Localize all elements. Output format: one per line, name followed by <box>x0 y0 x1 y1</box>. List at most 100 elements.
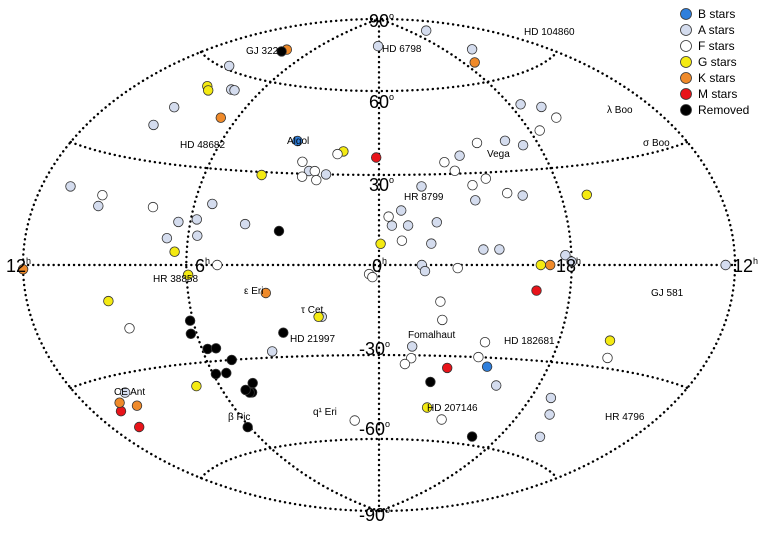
legend-item-g-stars: G stars <box>680 55 737 69</box>
removed-star <box>240 384 251 396</box>
a-star <box>431 217 443 228</box>
m-star <box>371 152 382 163</box>
a-star <box>386 220 398 231</box>
a-star <box>267 346 278 357</box>
a-star <box>517 190 528 201</box>
m-star <box>133 421 145 433</box>
label-gj322: GJ 322 <box>246 46 279 57</box>
a-star <box>192 230 203 241</box>
dec-label-90: 90o <box>369 11 394 31</box>
f-star <box>309 165 321 177</box>
label-hr8799: HR 8799 <box>404 192 444 203</box>
a-star <box>65 181 76 192</box>
legend-label-removed: Removed <box>698 103 749 117</box>
a-star <box>402 220 414 231</box>
removed-star <box>210 368 222 380</box>
f-star <box>471 137 483 149</box>
legend-label-b: B stars <box>698 7 735 21</box>
label-hd48682: HD 48682 <box>180 140 225 151</box>
label-hr4796: HR 4796 <box>605 412 645 423</box>
label-hd182681: HD 182681 <box>504 336 555 347</box>
dec-label-minus-60: -60o <box>359 419 390 439</box>
label-hd6798: HD 6798 <box>382 44 422 55</box>
k-star <box>469 57 480 68</box>
meridian-ra-6h <box>185 17 381 513</box>
f-star <box>551 112 562 123</box>
removed-star <box>276 46 287 57</box>
f-star <box>297 156 308 168</box>
removed-star <box>185 328 197 340</box>
meridian-ra-18h <box>377 17 573 513</box>
f-star <box>449 165 461 177</box>
legend-swatch-b <box>680 8 692 20</box>
g-star <box>202 85 214 96</box>
a-star <box>223 60 235 72</box>
f-star <box>367 271 378 283</box>
f-star <box>479 337 491 348</box>
parallel-dec-minus-30 <box>69 353 689 390</box>
m-star <box>531 285 542 296</box>
f-star <box>435 296 446 307</box>
f-star <box>124 323 135 334</box>
m-star <box>442 362 453 374</box>
legend-swatch-m <box>680 88 692 100</box>
a-star <box>491 380 502 391</box>
f-star <box>349 415 360 426</box>
b-star <box>481 361 493 372</box>
g-star <box>375 238 386 250</box>
parallel-dec-60 <box>199 50 559 93</box>
f-star <box>396 235 408 246</box>
legend-item-a-stars: A stars <box>680 23 735 37</box>
legend-swatch-removed <box>680 104 692 116</box>
legend-swatch-f <box>680 40 692 52</box>
a-star <box>168 101 180 113</box>
k-star <box>260 287 272 299</box>
legend-item-k-stars: K stars <box>680 71 735 85</box>
ra-label-18: 18h <box>556 256 581 276</box>
legend-label-g: G stars <box>698 55 737 69</box>
g-star <box>169 246 180 257</box>
legend-label-k: K stars <box>698 71 735 85</box>
f-star <box>534 125 545 136</box>
dec-label-0: 0h <box>372 256 387 276</box>
a-star <box>396 205 407 216</box>
k-star <box>114 397 125 408</box>
legend-item-f-stars: F stars <box>680 39 735 53</box>
a-star <box>119 387 131 398</box>
legend-label-a: A stars <box>698 23 735 37</box>
a-star <box>407 341 418 352</box>
label-hd207146: HD 207146 <box>427 403 478 414</box>
f-star <box>437 314 448 326</box>
f-star <box>97 189 108 201</box>
a-star <box>426 238 437 249</box>
f-star <box>502 187 513 199</box>
f-star <box>147 201 159 213</box>
g-star <box>191 380 202 392</box>
f-star <box>211 259 223 271</box>
dec-label-minus-90: -90o <box>359 505 390 525</box>
g-star <box>182 269 194 281</box>
a-star <box>560 249 571 261</box>
a-star <box>499 135 511 147</box>
g-star <box>256 169 267 181</box>
a-star <box>545 392 557 404</box>
m-star <box>115 406 127 417</box>
label-eps-eri: ε Eri <box>244 286 263 297</box>
f-star <box>480 173 492 184</box>
star-points <box>17 25 731 443</box>
removed-star <box>273 225 285 237</box>
k-star <box>215 112 227 123</box>
legend: B stars A stars F stars G stars K stars … <box>680 7 749 117</box>
star-labels: GJ 322 HD 6798 HD 104860 λ Boo HD 48682 … <box>114 27 684 423</box>
a-star <box>544 409 555 420</box>
label-tau-cet: τ Cet <box>301 305 324 316</box>
legend-item-b-stars: B stars <box>680 7 735 21</box>
a-star <box>148 119 159 131</box>
legend-swatch-k <box>680 72 692 84</box>
k-star <box>545 259 556 271</box>
a-star <box>161 232 173 244</box>
legend-item-removed: Removed <box>680 103 749 117</box>
label-q1-eri: q¹ Eri <box>313 407 337 418</box>
g-star <box>535 259 547 271</box>
